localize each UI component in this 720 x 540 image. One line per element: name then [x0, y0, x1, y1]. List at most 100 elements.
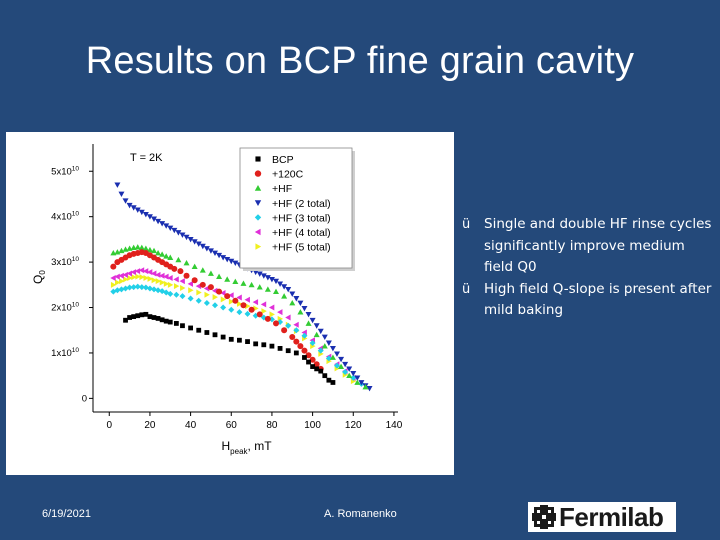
q0-vs-hpeak-chart: 0 20 40 60 80 100 120 140 0 1x1010 2x1010 3x1010 4x1…: [31, 144, 403, 456]
data-point: [126, 270, 132, 277]
data-point: [329, 354, 336, 360]
y-tick-label: 0: [82, 393, 87, 404]
data-point: [196, 289, 202, 296]
data-point: [130, 269, 137, 276]
data-point: [173, 291, 180, 298]
data-point: [143, 311, 149, 317]
data-point: [240, 302, 247, 309]
data-point: [237, 300, 243, 307]
data-point: [212, 302, 218, 309]
data-point: [138, 244, 145, 250]
data-point: [191, 239, 198, 245]
data-point: [155, 316, 161, 321]
data-point: [207, 248, 214, 254]
data-point: [173, 276, 179, 283]
data-point: [163, 223, 170, 229]
data-point: [188, 325, 193, 331]
data-point: [313, 331, 320, 338]
data-point: [188, 287, 194, 294]
data-point: [318, 368, 324, 374]
fermilab-logo-text: Fermilab: [559, 501, 664, 532]
data-point: [155, 218, 162, 225]
data-point: [256, 311, 263, 318]
data-point: [228, 306, 235, 313]
footer-author: A. Romanenko: [324, 508, 397, 520]
data-point: [163, 273, 169, 280]
data-point: [203, 246, 210, 252]
data-point: [180, 284, 186, 291]
data-point: [289, 334, 296, 341]
data-point: [321, 343, 328, 349]
data-point: [167, 281, 174, 288]
data-point: [183, 260, 190, 266]
data-point: [204, 330, 210, 335]
data-point: [302, 355, 307, 360]
data-point: [175, 230, 182, 236]
data-point: [122, 198, 129, 204]
data-point: [321, 334, 328, 341]
data-point: [146, 269, 153, 276]
data-point: [110, 275, 116, 281]
data-point: [123, 276, 129, 283]
data-point: [212, 332, 218, 338]
data-point: [244, 310, 251, 317]
data-point: [260, 301, 267, 308]
data-point: [268, 316, 275, 323]
data-point: [305, 320, 312, 326]
data-point: [322, 373, 328, 379]
data-point: [232, 297, 239, 304]
data-point: [151, 286, 157, 293]
data-point: [146, 246, 153, 253]
data-point: [119, 278, 125, 285]
legend-label: +HF (4 total): [272, 227, 331, 239]
legend-marker: [254, 228, 261, 236]
data-point: [330, 380, 336, 385]
slide-title: Results on BCP fine grain cavity: [85, 40, 635, 82]
data-point: [293, 338, 300, 345]
data-point: [293, 327, 300, 334]
data-point: [297, 343, 304, 350]
x-tick-label: 20: [144, 420, 156, 431]
chart-panel: 0 20 40 60 80 100 120 140 0 1x1010 2x1010 3x1010 4x1…: [6, 132, 454, 475]
data-point: [309, 356, 316, 363]
data-point: [314, 366, 320, 372]
footer-date: 6/19/2021: [42, 508, 91, 520]
data-point: [220, 289, 226, 296]
data-point: [252, 312, 259, 319]
legend-marker: [255, 243, 262, 250]
data-point: [285, 348, 291, 354]
data-point: [301, 347, 308, 354]
bullet-text: High field Q-slope is present after mild…: [484, 280, 712, 319]
data-point: [346, 372, 353, 379]
data-point: [261, 308, 267, 315]
data-point: [334, 351, 340, 357]
data-point: [232, 260, 239, 267]
data-point: [110, 263, 117, 270]
data-point: [297, 300, 304, 306]
data-point: [115, 279, 121, 286]
fermilab-logo-icon: [532, 505, 556, 529]
bullet-item: ü Single and double HF rinse cycles signi…: [462, 214, 712, 279]
legend-marker: [254, 185, 262, 191]
data-point: [301, 306, 308, 312]
data-point: [228, 298, 235, 305]
data-point: [342, 361, 349, 368]
data-point: [228, 258, 235, 265]
data-point: [195, 241, 202, 247]
data-point: [253, 305, 259, 312]
data-point: [179, 293, 186, 300]
data-point: [285, 286, 292, 293]
data-point: [187, 236, 194, 243]
data-point: [139, 274, 145, 281]
data-point: [277, 346, 283, 351]
data-point: [305, 352, 312, 359]
data-point: [220, 334, 226, 340]
data-point: [313, 323, 320, 329]
data-point: [122, 271, 128, 278]
data-point: [281, 293, 288, 299]
data-point: [313, 361, 320, 368]
legend-marker: [255, 156, 261, 162]
data-point: [180, 323, 185, 329]
data-point: [269, 343, 275, 349]
data-point: [268, 276, 275, 283]
